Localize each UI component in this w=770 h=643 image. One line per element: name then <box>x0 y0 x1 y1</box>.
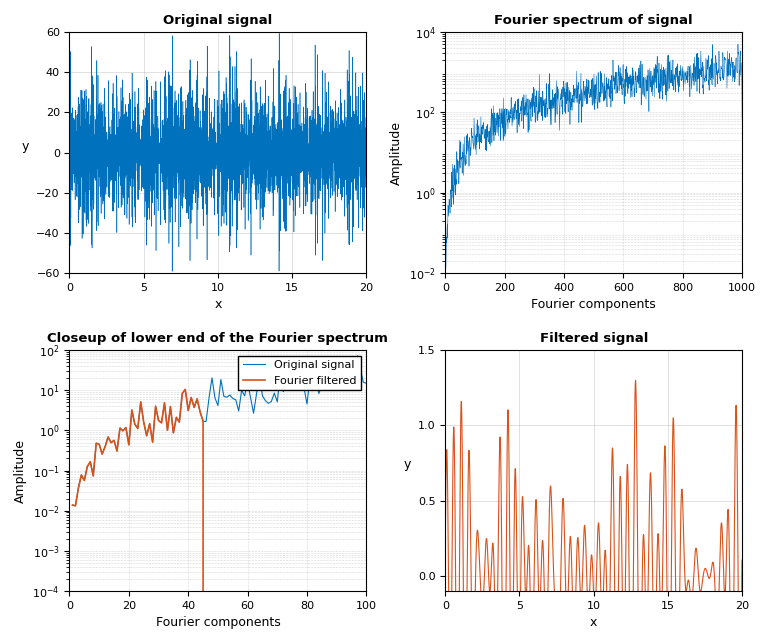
Original signal <box>246 394 255 402</box>
Original signal <box>341 377 350 385</box>
Y-axis label: y: y <box>403 458 410 471</box>
X-axis label: Fourier components: Fourier components <box>531 298 656 311</box>
Original signal <box>127 406 136 414</box>
Line: Fourier filtered: Fourier filtered <box>72 390 367 643</box>
Original signal <box>362 379 371 387</box>
Original signal <box>223 394 232 401</box>
Line: Original signal: Original signal <box>72 356 367 506</box>
Fourier filtered <box>68 501 77 509</box>
X-axis label: Fourier components: Fourier components <box>156 616 280 629</box>
Title: Filtered signal: Filtered signal <box>540 332 648 345</box>
Original signal <box>68 501 77 509</box>
Title: Original signal: Original signal <box>163 14 273 27</box>
Y-axis label: y: y <box>22 140 28 152</box>
X-axis label: x: x <box>214 298 222 311</box>
Fourier filtered <box>181 386 190 394</box>
Original signal <box>350 376 359 384</box>
Original signal <box>353 352 362 359</box>
Fourier filtered <box>124 441 133 449</box>
Original signal <box>139 419 149 426</box>
Fourier filtered <box>136 398 146 406</box>
Y-axis label: Amplitude: Amplitude <box>14 439 27 503</box>
Y-axis label: Amplitude: Amplitude <box>390 120 403 185</box>
Original signal <box>71 502 80 510</box>
Title: Fourier spectrum of signal: Fourier spectrum of signal <box>494 14 693 27</box>
Title: Closeup of lower end of the Fourier spectrum: Closeup of lower end of the Fourier spec… <box>48 332 388 345</box>
Legend: Original signal, Fourier filtered: Original signal, Fourier filtered <box>238 356 361 390</box>
X-axis label: x: x <box>590 616 598 629</box>
